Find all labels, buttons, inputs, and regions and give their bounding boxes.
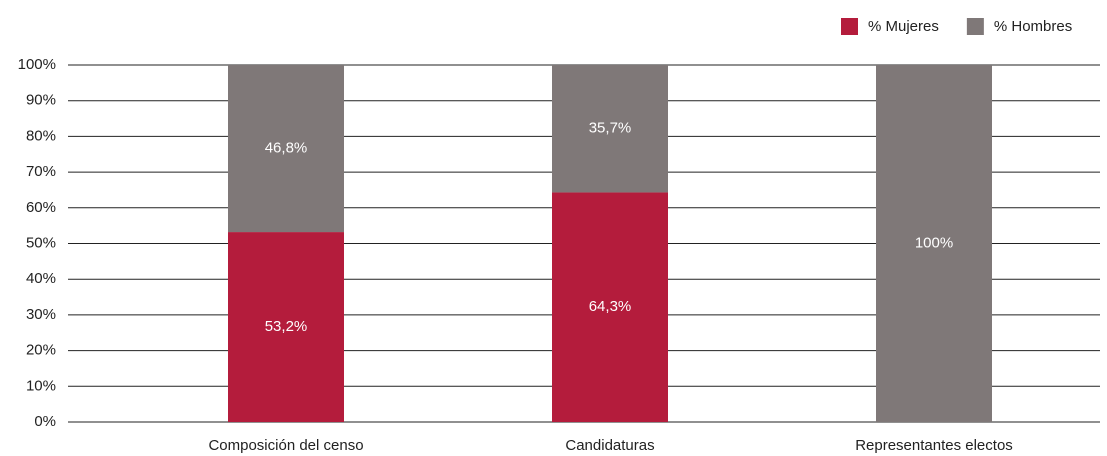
- x-tick-label: Representantes electos: [855, 437, 1013, 454]
- bar-segment: [228, 232, 344, 422]
- y-tick-label: 30%: [26, 306, 56, 323]
- y-tick-label: 100%: [18, 56, 56, 73]
- y-tick-label: 80%: [26, 127, 56, 144]
- value-label: 46,8%: [265, 140, 308, 157]
- value-label: 35,7%: [589, 120, 632, 137]
- y-tick-label: 90%: [26, 92, 56, 109]
- y-tick-label: 40%: [26, 270, 56, 287]
- bar-segment: [228, 65, 344, 233]
- bar-segment: [552, 192, 668, 422]
- x-tick-label: Composición del censo: [208, 437, 363, 454]
- value-label: 53,2%: [265, 318, 308, 335]
- y-tick-label: 60%: [26, 199, 56, 216]
- y-tick-label: 0%: [34, 413, 56, 430]
- legend-swatch: [841, 18, 858, 35]
- y-tick-label: 10%: [26, 377, 56, 394]
- y-tick-label: 50%: [26, 234, 56, 251]
- value-label: 100%: [915, 234, 953, 251]
- legend-swatch: [966, 18, 984, 35]
- legend-label: % Hombres: [994, 18, 1072, 35]
- bar-segment: [552, 65, 668, 193]
- legend-label: % Mujeres: [868, 18, 939, 35]
- bar-segment: [876, 65, 992, 422]
- x-tick-label: Candidaturas: [565, 437, 654, 454]
- value-label: 64,3%: [589, 298, 632, 315]
- y-tick-label: 20%: [26, 342, 56, 359]
- y-tick-label: 70%: [26, 163, 56, 180]
